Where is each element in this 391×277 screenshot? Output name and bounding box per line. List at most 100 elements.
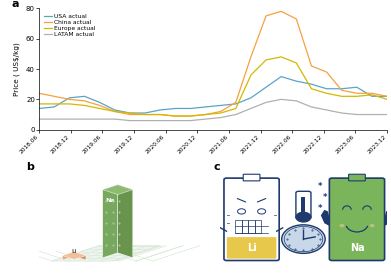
Circle shape bbox=[369, 224, 375, 227]
Polygon shape bbox=[63, 252, 86, 259]
LATAM actual bbox=[52, 117, 57, 121]
USA actual bbox=[188, 107, 193, 110]
FancyBboxPatch shape bbox=[296, 191, 311, 219]
Europe actual bbox=[82, 104, 87, 107]
Europe actual bbox=[188, 114, 193, 118]
FancyBboxPatch shape bbox=[227, 237, 276, 259]
Europe actual bbox=[249, 73, 253, 77]
LATAM actual bbox=[37, 117, 41, 121]
FancyBboxPatch shape bbox=[243, 174, 260, 181]
LATAM actual bbox=[309, 105, 314, 109]
China actual bbox=[67, 98, 72, 101]
USA actual bbox=[37, 107, 41, 110]
China actual bbox=[294, 17, 299, 20]
USA actual bbox=[324, 87, 329, 90]
China actual bbox=[264, 14, 268, 17]
China actual bbox=[127, 113, 132, 116]
China actual bbox=[279, 10, 283, 13]
USA actual bbox=[279, 75, 283, 78]
LATAM actual bbox=[97, 117, 102, 121]
Circle shape bbox=[284, 227, 323, 252]
Text: b: b bbox=[26, 162, 34, 172]
China actual bbox=[37, 92, 41, 95]
Europe actual bbox=[203, 113, 208, 116]
LATAM actual bbox=[339, 111, 344, 115]
USA actual bbox=[339, 87, 344, 90]
China actual bbox=[52, 95, 57, 98]
China actual bbox=[309, 64, 314, 68]
Europe actual bbox=[309, 87, 314, 90]
Text: Na: Na bbox=[350, 243, 364, 253]
LATAM actual bbox=[264, 101, 268, 104]
LATAM actual bbox=[324, 108, 329, 112]
Legend: USA actual, China actual, Europe actual, LATAM actual: USA actual, China actual, Europe actual,… bbox=[42, 11, 98, 40]
LATAM actual bbox=[369, 113, 374, 116]
China actual bbox=[355, 92, 359, 95]
USA actual bbox=[158, 108, 163, 112]
Polygon shape bbox=[52, 246, 160, 261]
China actual bbox=[143, 113, 147, 116]
Polygon shape bbox=[103, 185, 133, 195]
LATAM actual bbox=[173, 119, 178, 122]
USA actual bbox=[385, 95, 389, 98]
USA actual bbox=[143, 111, 147, 115]
Bar bbox=[235, 220, 242, 233]
LATAM actual bbox=[82, 117, 87, 121]
Polygon shape bbox=[321, 210, 332, 227]
Text: *: * bbox=[318, 182, 323, 191]
Europe actual bbox=[67, 102, 72, 106]
Bar bbox=[301, 197, 305, 217]
LATAM actual bbox=[143, 119, 147, 122]
Europe actual bbox=[233, 107, 238, 110]
Polygon shape bbox=[103, 185, 118, 258]
USA actual bbox=[173, 107, 178, 110]
Europe actual bbox=[369, 93, 374, 96]
Circle shape bbox=[282, 225, 325, 253]
Text: *: * bbox=[323, 193, 327, 202]
Bar bbox=[242, 220, 248, 233]
Europe actual bbox=[127, 111, 132, 115]
China actual bbox=[112, 110, 117, 113]
Bar bbox=[248, 220, 255, 233]
China actual bbox=[82, 99, 87, 102]
USA actual bbox=[309, 83, 314, 86]
FancyBboxPatch shape bbox=[349, 174, 365, 181]
Text: Li: Li bbox=[72, 250, 77, 255]
China actual bbox=[249, 55, 253, 58]
USA actual bbox=[369, 95, 374, 98]
Line: USA actual: USA actual bbox=[39, 77, 387, 113]
Europe actual bbox=[173, 114, 178, 118]
China actual bbox=[188, 114, 193, 118]
USA actual bbox=[355, 86, 359, 89]
LATAM actual bbox=[279, 98, 283, 101]
USA actual bbox=[233, 102, 238, 106]
Europe actual bbox=[143, 113, 147, 116]
Text: Na: Na bbox=[106, 198, 115, 203]
USA actual bbox=[218, 104, 223, 107]
USA actual bbox=[203, 105, 208, 109]
USA actual bbox=[249, 96, 253, 99]
Europe actual bbox=[339, 95, 344, 98]
USA actual bbox=[52, 105, 57, 109]
Text: *: * bbox=[318, 204, 323, 213]
Europe actual bbox=[97, 107, 102, 110]
China actual bbox=[324, 70, 329, 74]
USA actual bbox=[112, 108, 117, 112]
China actual bbox=[173, 114, 178, 118]
China actual bbox=[385, 95, 389, 98]
USA actual bbox=[97, 101, 102, 104]
Polygon shape bbox=[118, 185, 133, 258]
USA actual bbox=[294, 79, 299, 83]
LATAM actual bbox=[203, 117, 208, 121]
USA actual bbox=[82, 95, 87, 98]
Europe actual bbox=[355, 95, 359, 98]
LATAM actual bbox=[67, 117, 72, 121]
China actual bbox=[233, 101, 238, 104]
China actual bbox=[203, 113, 208, 116]
Europe actual bbox=[324, 92, 329, 95]
China actual bbox=[97, 104, 102, 107]
Circle shape bbox=[339, 224, 344, 227]
USA actual bbox=[264, 86, 268, 89]
Europe actual bbox=[158, 113, 163, 116]
Europe actual bbox=[294, 61, 299, 65]
